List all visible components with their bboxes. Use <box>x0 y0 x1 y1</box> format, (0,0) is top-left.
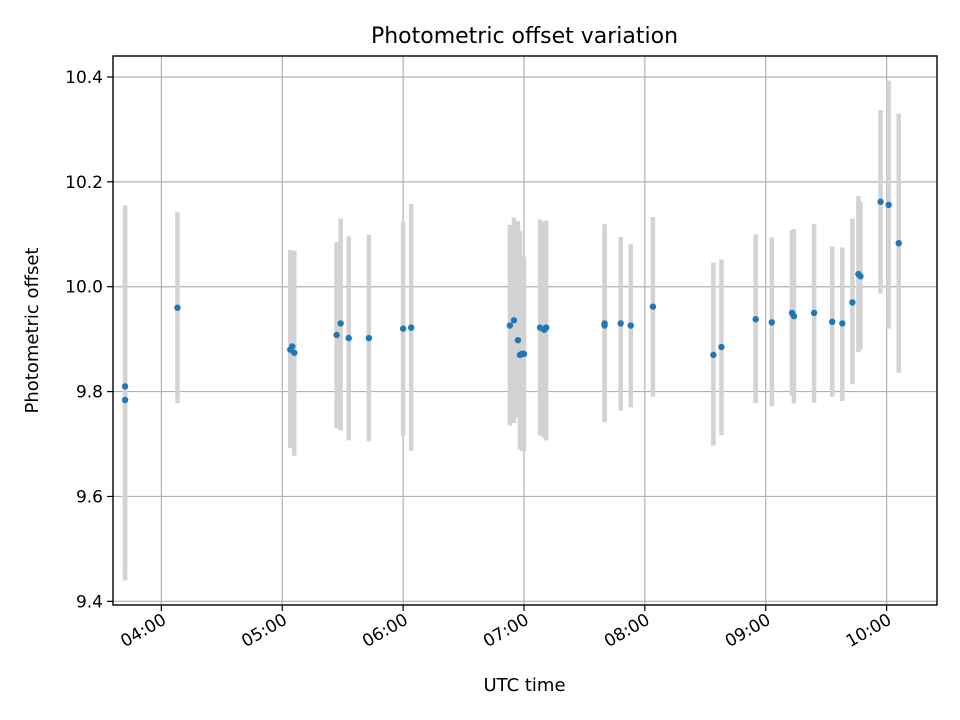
y-tick-label: 10.2 <box>65 173 103 193</box>
data-point <box>627 322 634 329</box>
data-point <box>121 396 129 404</box>
x-tick-label: 04:00 <box>117 610 169 652</box>
data-point <box>849 299 856 306</box>
y-tick-label: 10.0 <box>65 278 103 298</box>
plot-frame <box>112 55 938 606</box>
data-point <box>601 322 608 329</box>
x-tick-label: 06:00 <box>359 610 411 652</box>
y-axis-label: Photometric offset <box>22 248 43 414</box>
data-point <box>885 201 892 209</box>
y-tick-label: 9.6 <box>76 487 103 507</box>
data-points <box>121 198 902 404</box>
data-point <box>768 319 775 326</box>
data-point <box>857 273 864 280</box>
data-point <box>399 325 407 332</box>
data-point <box>895 239 902 247</box>
x-tick-label: 07:00 <box>480 610 532 652</box>
data-point <box>337 320 344 327</box>
data-point <box>520 350 528 358</box>
data-point <box>407 324 415 331</box>
x-tick-label: 09:00 <box>722 610 774 652</box>
x-axis-label: UTC time <box>483 675 565 696</box>
data-point <box>345 334 352 342</box>
data-point <box>365 334 373 342</box>
data-point <box>289 343 296 350</box>
data-point <box>718 343 725 351</box>
data-point <box>121 383 129 390</box>
data-point <box>542 324 550 331</box>
data-point <box>810 309 818 317</box>
x-tick-label: 08:00 <box>601 610 653 652</box>
data-point <box>877 198 884 205</box>
data-point <box>506 322 514 329</box>
y-tick-label: 9.4 <box>76 592 103 612</box>
chart-title: Photometric offset variation <box>371 24 678 49</box>
data-point <box>617 320 624 327</box>
data-point <box>649 303 657 310</box>
x-tick-label: 05:00 <box>238 610 290 652</box>
data-point <box>510 317 518 324</box>
y-tick-label: 9.8 <box>76 383 103 403</box>
data-point <box>174 304 181 311</box>
data-point <box>790 312 798 320</box>
data-point <box>829 318 836 326</box>
grid <box>113 56 937 605</box>
data-point <box>839 320 846 327</box>
data-point <box>752 316 759 323</box>
x-tick-label: 10:00 <box>843 610 895 652</box>
data-point <box>333 331 340 339</box>
data-point <box>291 349 298 356</box>
data-point <box>710 351 717 359</box>
error-bars <box>122 80 901 581</box>
y-tick-label: 10.4 <box>65 68 103 88</box>
data-point <box>514 337 522 344</box>
